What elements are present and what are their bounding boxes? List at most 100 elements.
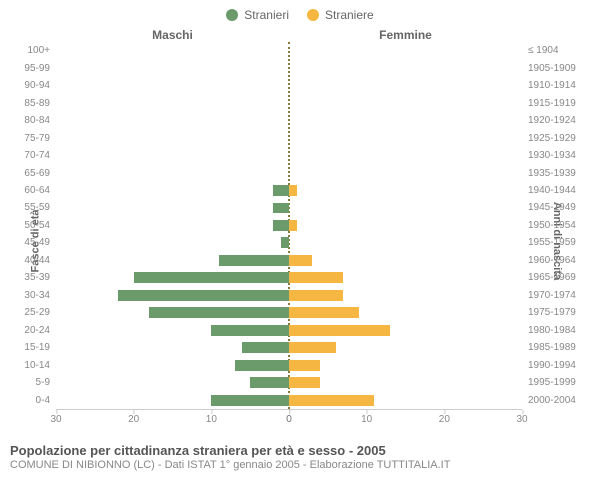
bar-male <box>273 220 289 231</box>
legend-item-male: Stranieri <box>226 8 289 22</box>
female-half <box>289 182 522 199</box>
legend-label-female: Straniere <box>325 8 374 22</box>
male-half <box>56 322 289 339</box>
age-label: 0-4 <box>8 395 50 406</box>
age-label: 90-94 <box>8 80 50 91</box>
table-row: 60-641940-1944 <box>56 182 522 199</box>
age-label: 40-44 <box>8 255 50 266</box>
table-row: 70-741930-1934 <box>56 147 522 164</box>
bar-female <box>289 185 297 196</box>
x-tick: 20 <box>439 414 450 425</box>
age-label: 55-59 <box>8 202 50 213</box>
birth-label: 1995-1999 <box>528 377 596 388</box>
legend-label-male: Stranieri <box>244 8 289 22</box>
bar-male <box>211 325 289 336</box>
female-half <box>289 252 522 269</box>
birth-label: 1920-1924 <box>528 115 596 126</box>
legend-swatch-female <box>307 9 319 21</box>
birth-label: 1915-1919 <box>528 98 596 109</box>
male-half <box>56 356 289 373</box>
female-half <box>289 42 522 59</box>
female-half <box>289 94 522 111</box>
table-row: 75-791925-1929 <box>56 129 522 146</box>
female-half <box>289 234 522 251</box>
male-half <box>56 287 289 304</box>
birth-label: 1980-1984 <box>528 325 596 336</box>
bar-male <box>242 342 289 353</box>
bar-male <box>134 272 289 283</box>
female-half <box>289 269 522 286</box>
male-half <box>56 94 289 111</box>
table-row: 25-291975-1979 <box>56 304 522 321</box>
age-label: 75-79 <box>8 133 50 144</box>
age-label: 70-74 <box>8 150 50 161</box>
bar-female <box>289 325 390 336</box>
male-half <box>56 147 289 164</box>
birth-label: 1970-1974 <box>528 290 596 301</box>
age-label: 10-14 <box>8 360 50 371</box>
x-tick: 0 <box>286 414 292 425</box>
age-label: 85-89 <box>8 98 50 109</box>
legend: Stranieri Straniere <box>0 0 600 22</box>
birth-label: 1940-1944 <box>528 185 596 196</box>
legend-item-female: Straniere <box>307 8 374 22</box>
bar-male <box>281 237 289 248</box>
bar-male <box>273 185 289 196</box>
male-half <box>56 164 289 181</box>
birth-label: 1935-1939 <box>528 168 596 179</box>
table-row: 55-591945-1949 <box>56 199 522 216</box>
x-axis: 3020100 0102030 <box>56 410 522 440</box>
age-label: 20-24 <box>8 325 50 336</box>
age-label: 15-19 <box>8 342 50 353</box>
female-half <box>289 217 522 234</box>
birth-label: 1930-1934 <box>528 150 596 161</box>
chart-footer: Popolazione per cittadinanza straniera p… <box>0 440 600 471</box>
table-row: 5-91995-1999 <box>56 374 522 391</box>
x-tick: 10 <box>361 414 372 425</box>
table-row: 50-541950-1954 <box>56 217 522 234</box>
bar-female <box>289 395 374 406</box>
legend-swatch-male <box>226 9 238 21</box>
birth-label: 1950-1954 <box>528 220 596 231</box>
birth-label: 1910-1914 <box>528 80 596 91</box>
bar-male <box>149 307 289 318</box>
birth-label: 1965-1969 <box>528 272 596 283</box>
age-label: 30-34 <box>8 290 50 301</box>
female-half <box>289 287 522 304</box>
birth-label: 1955-1959 <box>528 237 596 248</box>
table-row: 80-841920-1924 <box>56 112 522 129</box>
table-row: 90-941910-1914 <box>56 77 522 94</box>
table-row: 95-991905-1909 <box>56 59 522 76</box>
chart-title: Popolazione per cittadinanza straniera p… <box>10 443 590 458</box>
female-half <box>289 129 522 146</box>
birth-label: ≤ 1904 <box>528 45 596 56</box>
bars-container: 100+≤ 190495-991905-190990-941910-191485… <box>56 42 522 410</box>
header-female: Femmine <box>289 28 522 42</box>
female-half <box>289 391 522 408</box>
table-row: 15-191985-1989 <box>56 339 522 356</box>
table-row: 100+≤ 1904 <box>56 42 522 59</box>
male-half <box>56 42 289 59</box>
female-half <box>289 199 522 216</box>
age-label: 25-29 <box>8 307 50 318</box>
bar-female <box>289 307 359 318</box>
male-half <box>56 59 289 76</box>
birth-label: 1975-1979 <box>528 307 596 318</box>
female-half <box>289 77 522 94</box>
male-half <box>56 234 289 251</box>
x-tick: 10 <box>206 414 217 425</box>
birth-label: 1990-1994 <box>528 360 596 371</box>
birth-label: 1945-1949 <box>528 202 596 213</box>
male-half <box>56 217 289 234</box>
female-half <box>289 304 522 321</box>
birth-label: 1905-1909 <box>528 63 596 74</box>
female-half <box>289 339 522 356</box>
bar-female <box>289 342 336 353</box>
bar-female <box>289 272 343 283</box>
age-label: 45-49 <box>8 237 50 248</box>
plot-area: Fasce di età Anni di nascita 100+≤ 19049… <box>0 42 600 440</box>
age-label: 5-9 <box>8 377 50 388</box>
bar-male <box>219 255 289 266</box>
female-half <box>289 322 522 339</box>
table-row: 0-42000-2004 <box>56 391 522 408</box>
